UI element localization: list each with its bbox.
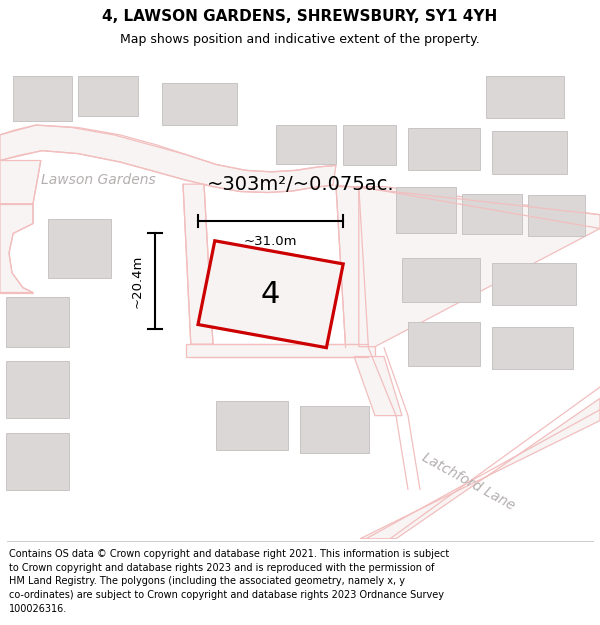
Polygon shape <box>486 76 564 118</box>
Polygon shape <box>6 361 69 418</box>
Text: 4, LAWSON GARDENS, SHREWSBURY, SY1 4YH: 4, LAWSON GARDENS, SHREWSBURY, SY1 4YH <box>103 9 497 24</box>
Polygon shape <box>462 194 522 234</box>
Polygon shape <box>198 241 343 348</box>
Polygon shape <box>162 83 237 125</box>
Polygon shape <box>186 344 375 356</box>
Polygon shape <box>6 298 69 347</box>
Polygon shape <box>0 204 33 292</box>
Polygon shape <box>360 398 600 539</box>
Polygon shape <box>6 433 69 489</box>
Polygon shape <box>0 161 41 204</box>
Text: 4: 4 <box>261 280 280 309</box>
Polygon shape <box>276 125 336 164</box>
Polygon shape <box>408 322 480 366</box>
Text: ~31.0m: ~31.0m <box>244 235 298 248</box>
Text: Map shows position and indicative extent of the property.: Map shows position and indicative extent… <box>120 33 480 46</box>
Text: Latchford Lane: Latchford Lane <box>419 451 517 513</box>
Text: ~303m²/~0.075ac.: ~303m²/~0.075ac. <box>207 174 395 194</box>
Polygon shape <box>396 187 456 233</box>
Text: Lawson Gardens: Lawson Gardens <box>41 173 155 188</box>
Polygon shape <box>13 76 72 121</box>
Polygon shape <box>492 263 576 305</box>
Polygon shape <box>300 406 369 452</box>
Polygon shape <box>528 195 585 236</box>
Polygon shape <box>354 356 402 416</box>
Text: ~20.4m: ~20.4m <box>130 255 143 308</box>
Text: Contains OS data © Crown copyright and database right 2021. This information is : Contains OS data © Crown copyright and d… <box>9 549 449 614</box>
Polygon shape <box>216 401 288 450</box>
Polygon shape <box>343 125 396 166</box>
Polygon shape <box>359 187 600 347</box>
Polygon shape <box>492 327 573 369</box>
Polygon shape <box>402 258 480 302</box>
Polygon shape <box>0 125 336 192</box>
Polygon shape <box>336 187 368 348</box>
Polygon shape <box>78 76 138 116</box>
Polygon shape <box>492 131 567 174</box>
Polygon shape <box>183 184 213 344</box>
Polygon shape <box>48 219 111 278</box>
Polygon shape <box>408 127 480 171</box>
